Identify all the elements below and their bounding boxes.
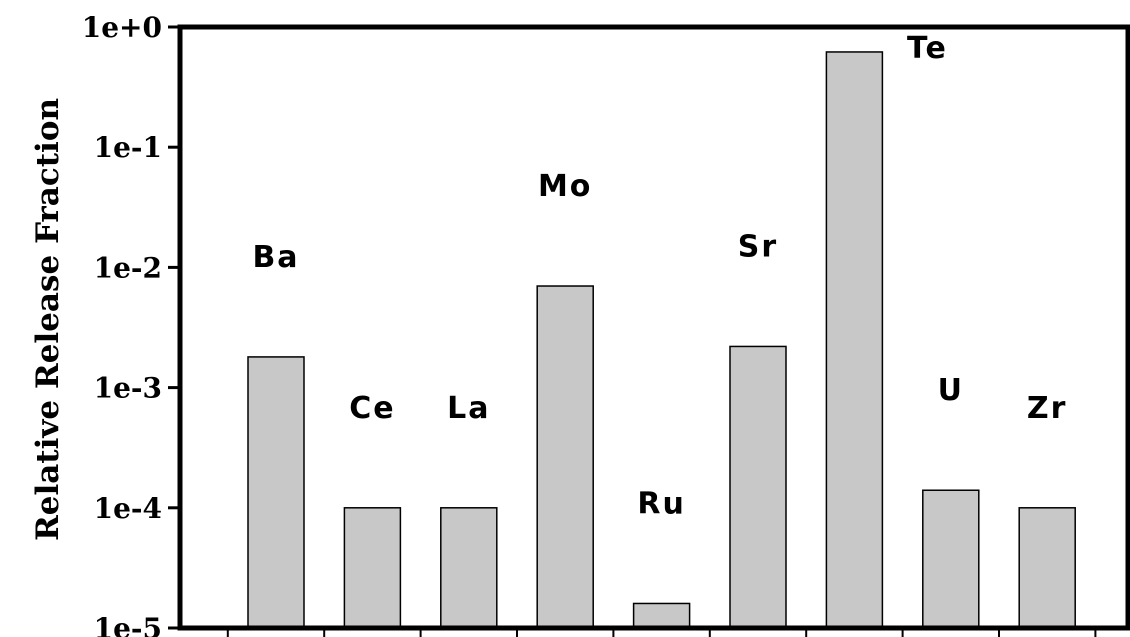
bar-la xyxy=(440,507,498,629)
y-axis: 1e+0 1e-1 1e-2 1e-3 1e-4 1e-5 xyxy=(82,11,180,637)
bar-te xyxy=(825,51,884,629)
bar-label-ce: Ce xyxy=(349,391,395,426)
bar-label-te: Te xyxy=(907,31,948,66)
bar-u xyxy=(922,489,980,629)
bar-sr xyxy=(729,345,787,629)
bar-label-ba: Ba xyxy=(252,240,299,275)
y-tick-label: 1e-2 xyxy=(94,251,162,284)
bar-mo xyxy=(536,285,594,629)
bar-label-u: U xyxy=(938,373,964,408)
y-tick-label: 1e-4 xyxy=(94,492,162,525)
bar-ce xyxy=(343,507,402,629)
bar-ru xyxy=(632,602,691,629)
bar-label-zr: Zr xyxy=(1027,391,1068,426)
bar-label-sr: Sr xyxy=(738,229,778,264)
bar-labels: Ba Ce La Mo Ru Sr Te U Zr xyxy=(252,31,1068,521)
y-tick-label: 1e-3 xyxy=(94,372,162,405)
bar-zr xyxy=(1018,507,1076,629)
bar-label-ru: Ru xyxy=(637,486,685,521)
bar-label-mo: Mo xyxy=(538,169,592,204)
plot-frame xyxy=(177,24,1130,631)
y-tick-label: 1e+0 xyxy=(82,11,162,44)
y-tick-label: 1e-5 xyxy=(94,612,162,637)
bar-ba xyxy=(247,356,305,629)
y-axis-title: Relative Release Fraction xyxy=(30,98,66,541)
bars xyxy=(247,51,1076,629)
y-tick-label: 1e-1 xyxy=(94,131,162,164)
bar-label-la: La xyxy=(447,391,490,426)
